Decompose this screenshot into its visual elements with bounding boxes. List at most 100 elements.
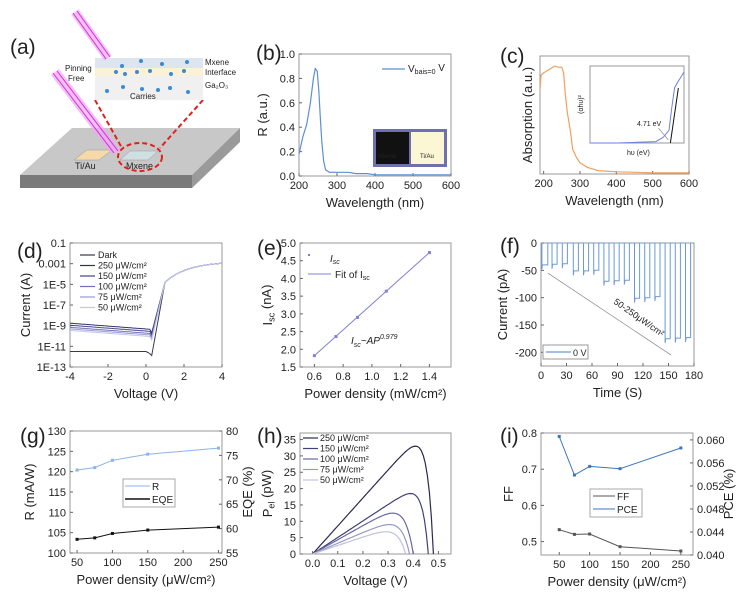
y-tick-label: 1.0 [280, 49, 295, 61]
data-point [146, 452, 150, 456]
inset-annotation: 4.71 eV [637, 121, 661, 128]
data-point [146, 528, 150, 532]
y-tick-label: 120 [48, 467, 66, 479]
y-tick-label: 0.8 [522, 428, 537, 440]
y-tick-label: 0.0 [280, 171, 295, 183]
x-tick-label: 200 [174, 557, 192, 569]
legend-label: Dark [98, 250, 118, 260]
legend-box [589, 488, 643, 518]
y-tick-label: 0.1 [51, 238, 66, 250]
series-line-5 [69, 262, 223, 342]
x-tick-label: 50 [553, 559, 565, 571]
y-tick-label: -100 [515, 293, 537, 305]
series-line-4 [312, 531, 407, 555]
y-right-axis-title: PCE (%) [721, 469, 736, 520]
y-right-tick-label: 0.044 [697, 527, 725, 539]
y-right-tick-label: 65 [226, 499, 238, 511]
substrate-front [20, 175, 192, 188]
panel-d-chart: (d) -4 -2 0 2 4 0.1 0.001 1E-5 1E-7 1E-9 1E-11 1E-13… [17, 238, 225, 401]
x-axis-title: Power density (mW/cm²) [304, 386, 446, 401]
series-line-1 [312, 492, 429, 555]
panel-label: (d) [17, 240, 43, 263]
x-tick-label: 0.4 [406, 558, 421, 570]
y-tick-label: 0.7 [522, 464, 537, 476]
y-tick-label: 100 [48, 548, 66, 560]
layer-mxene [95, 58, 203, 68]
data-point [216, 446, 220, 450]
x-tick-label: 0.8 [335, 371, 350, 383]
data-point [384, 289, 388, 293]
y-tick-label: 1E-5 [43, 279, 66, 291]
zoom-circle [117, 142, 163, 172]
y-tick-label: 20 [284, 484, 296, 496]
data-point [618, 545, 622, 549]
panel-label: (e) [257, 237, 283, 260]
inset-label-mxene: Mxene [378, 154, 397, 160]
panel-a-schematic: (a) Ti/Au Mxene Mxene Interface Ga₂O₃ Ca… [10, 9, 240, 188]
panel-label: (g) [20, 425, 46, 448]
data-point [356, 315, 360, 319]
y-tick-label: -50 [521, 265, 537, 277]
data-point [110, 531, 114, 535]
data-point [312, 354, 316, 358]
data-point [557, 528, 561, 532]
x-tick-label: 0.0 [305, 558, 320, 570]
y-tick-label: 0 [531, 238, 537, 250]
y-tick-label: 125 [48, 446, 66, 458]
x-tick-label: 400 [607, 178, 625, 190]
y-axis-title: Absorption (a.u.) [520, 67, 535, 163]
x-tick-label: 0.2 [355, 558, 370, 570]
label-mxene-electrode: Mxene [126, 161, 153, 171]
label-interface: Interface [205, 68, 237, 77]
legend-label: 250 μW/cm² [98, 261, 147, 271]
x-tick-label: 0.6 [307, 371, 322, 383]
y-tick-label: 0.6 [522, 500, 537, 512]
legend-label: FF [617, 492, 629, 503]
fit-annotation: Isc~AP0.979 [351, 334, 398, 349]
series-line-r [77, 447, 219, 471]
panel-label: (b) [256, 42, 282, 65]
y-right-tick-label: 80 [226, 426, 238, 438]
inset-fit-line [669, 87, 679, 144]
y-tick-label: -200 [515, 347, 537, 359]
x-tick-label: 300 [571, 178, 589, 190]
y-right-tick-label: 0.040 [697, 550, 725, 562]
legend-label: 0 V [573, 348, 587, 358]
x-tick-label: 150 [611, 559, 629, 571]
legend-label: 50 μW/cm² [320, 475, 364, 485]
legend-label: R [152, 482, 159, 493]
tiau-sample [411, 132, 444, 164]
series-line-0v [541, 242, 694, 344]
panel-f-chart: (f) 0 30 60 90 120 150 180 0 -50 -100 -150 -200 50-25… [495, 235, 703, 400]
x-tick-label: 1.4 [422, 371, 437, 383]
data-point [572, 473, 576, 477]
y-axis-title: FF [501, 486, 516, 502]
y-right-tick-label: 60 [226, 524, 238, 536]
y-tick-label: 0.2 [280, 147, 295, 159]
data-point [557, 434, 561, 438]
inset-label-tiau: Ti/Au [420, 154, 434, 160]
legend-label: 100 μW/cm² [98, 282, 147, 292]
x-tick-label: 120 [634, 370, 652, 382]
label-free: Free [68, 74, 85, 83]
y-tick-label: 5.0 [281, 238, 296, 250]
label-mxene-layer: Mxene [205, 58, 230, 67]
x-tick-label: 1.2 [393, 371, 408, 383]
y-right-tick-label: 0.048 [697, 504, 725, 516]
y-tick-label: 1.5 [281, 362, 296, 374]
series-line-0 [312, 445, 434, 555]
y-right-axis-title: EQE (%) [240, 466, 255, 517]
y-tick-label: 4.0 [281, 273, 296, 285]
x-tick-label: 150 [659, 370, 677, 382]
x-tick-label: 300 [328, 180, 346, 192]
inset-y-title: (αhυ)² [578, 94, 585, 113]
y-right-tick-label: 75 [226, 450, 238, 462]
label-pinning: Pinning [65, 64, 92, 73]
fit-line [314, 252, 430, 357]
y-tick-label: 0.5 [522, 537, 537, 549]
y-tick-label: 2.5 [281, 327, 296, 339]
legend-label: EQE [152, 495, 173, 506]
data-point [427, 251, 431, 255]
data-point [679, 446, 683, 450]
